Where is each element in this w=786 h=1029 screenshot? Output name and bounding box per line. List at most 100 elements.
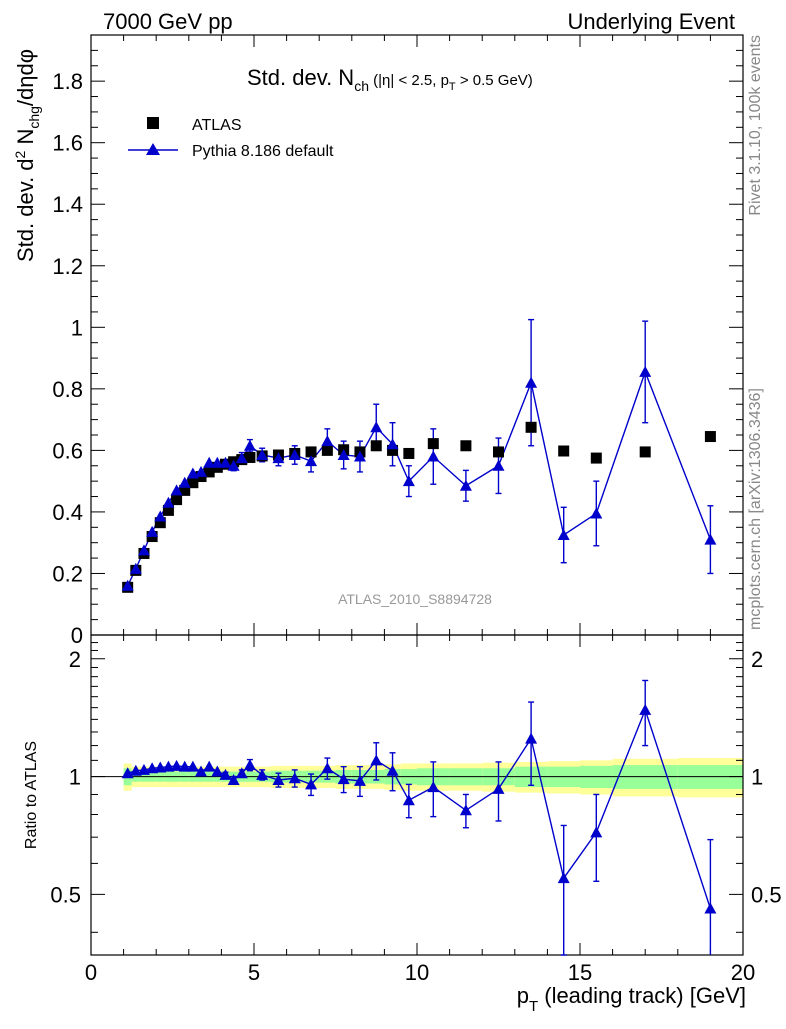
- ratio-y-tick-label: 2: [69, 647, 81, 672]
- pythia-point: [162, 496, 175, 508]
- atlas-point: [187, 477, 199, 489]
- ratio-y-tick-label-right: 1: [751, 765, 763, 790]
- x-axis-label: pT (leading track) [GeV]: [517, 983, 746, 1015]
- atlas-point: [154, 517, 166, 529]
- pythia-point: [146, 525, 159, 537]
- pythia-point: [129, 562, 142, 574]
- pythia-point: [370, 421, 383, 433]
- ratio-pythia-point: [256, 768, 269, 780]
- atlas-point: [203, 466, 215, 478]
- main-y-tick-label: 1.2: [52, 254, 83, 279]
- atlas-point: [370, 440, 382, 452]
- atlas-point: [305, 446, 317, 458]
- ratio-pythia-point: [459, 804, 472, 816]
- atlas-point: [403, 447, 415, 459]
- legend: ATLAS Pythia 8.186 default: [128, 117, 334, 160]
- ratio-pythia-point: [557, 872, 570, 884]
- ratio-pythia-point: [492, 782, 505, 794]
- ratio-pythia-point: [129, 764, 142, 776]
- x-tick-label: 5: [248, 960, 260, 985]
- ratio-pythia-point: [219, 768, 232, 780]
- pythia-point: [590, 507, 603, 519]
- main-y-tick-label: 1: [71, 315, 83, 340]
- main-y-tick-label: 1.4: [52, 192, 83, 217]
- main-y-axis-label: Std. dev. d2 Nchg/dηdφ: [12, 49, 42, 262]
- legend-pythia-marker: [146, 143, 160, 155]
- ratio-pythia-line: [127, 707, 712, 909]
- atlas-point: [460, 440, 472, 452]
- x-tick-label: 15: [568, 960, 592, 985]
- ratio-pythia-point: [227, 773, 240, 785]
- main-y-tick-label: 0.6: [52, 438, 83, 463]
- main-y-tick-label: 0.4: [52, 500, 83, 525]
- pythia-point: [235, 452, 248, 464]
- ratio-pythia-point: [162, 760, 175, 772]
- atlas-point: [162, 504, 174, 516]
- ratio-pythia-point: [195, 765, 208, 777]
- pythia-point: [353, 450, 366, 462]
- ratio-y-tick-label: 1: [69, 765, 81, 790]
- main-y-tick-label: 1.6: [52, 131, 83, 156]
- ratio-pythia-point: [402, 794, 415, 806]
- ratio-y-tick-label-right: 2: [751, 647, 763, 672]
- ratio-pythia-point: [178, 760, 191, 772]
- ratio-pythia-point: [386, 764, 399, 776]
- ratio-pythia-point: [154, 761, 167, 773]
- chart-marks: 0 5 10 15 20 0 0.2 0.4 0.6 0.8 1 1.2 1.4 1.6 1.8 0.5 0.5…: [50, 34, 782, 985]
- header-right: Underlying Event: [567, 9, 735, 34]
- pythia-point: [704, 533, 717, 545]
- pythia-point: [492, 459, 505, 471]
- analysis-label: ATLAS_2010_S8894728: [338, 591, 492, 607]
- pythia-point: [459, 479, 472, 491]
- ratio-pythia-point: [639, 703, 652, 715]
- ratio-pythia-point: [590, 826, 603, 838]
- atlas-point: [321, 444, 333, 456]
- pythia-point: [256, 449, 269, 460]
- main-y-tick-label: 0.2: [52, 561, 83, 586]
- pythia-point: [219, 456, 232, 468]
- pythia-point: [227, 459, 240, 471]
- pythia-point: [288, 449, 301, 460]
- plot-title: Std. dev. Nch (|η| < 2.5, pT > 0.5 GeV): [247, 65, 533, 94]
- main-y-tick-label: 1.8: [52, 69, 83, 94]
- ratio-pythia-point: [525, 732, 538, 744]
- ratio-y-axis-label: Ratio to ATLAS: [23, 741, 40, 849]
- pythia-point: [427, 450, 440, 462]
- header-left: 7000 GeV pp: [103, 9, 233, 34]
- legend-atlas-marker: [147, 117, 159, 129]
- pythia-point: [557, 529, 570, 540]
- main-y-tick-label: 0: [71, 623, 83, 648]
- legend-pythia-label: Pythia 8.186 default: [192, 143, 334, 160]
- pythia-point: [525, 376, 538, 388]
- atlas-point: [493, 446, 504, 458]
- x-tick-label: 0: [85, 960, 97, 985]
- pythia-point: [121, 579, 134, 591]
- atlas-point: [244, 451, 256, 463]
- atlas-point: [171, 494, 183, 506]
- atlas-point: [387, 444, 399, 456]
- ratio-pythia-point: [146, 762, 159, 774]
- pythia-point: [402, 475, 415, 487]
- x-tick-label: 20: [731, 960, 755, 985]
- atlas-point: [525, 421, 537, 433]
- ratio-pythia-point: [704, 902, 717, 914]
- pythia-point: [305, 455, 318, 467]
- pythia-point: [337, 449, 350, 460]
- pythia-point: [243, 439, 256, 451]
- legend-atlas-label: ATLAS: [192, 117, 242, 134]
- pythia-point: [178, 476, 191, 488]
- pythia-point: [203, 456, 216, 468]
- pythia-point: [272, 452, 285, 464]
- pythia-point: [137, 544, 150, 556]
- pythia-point: [170, 484, 183, 496]
- ratio-y-tick-label-right: 0.5: [751, 882, 782, 907]
- main-y-tick-label: 0.8: [52, 377, 83, 402]
- atlas-point: [427, 438, 439, 450]
- ratio-pythia-point: [321, 762, 334, 774]
- ratio-pythia-point: [288, 772, 301, 784]
- ratio-pythia-point: [211, 765, 224, 777]
- ratio-pythia-point: [427, 781, 440, 793]
- pythia-point: [211, 456, 224, 468]
- pythia-point: [386, 438, 399, 450]
